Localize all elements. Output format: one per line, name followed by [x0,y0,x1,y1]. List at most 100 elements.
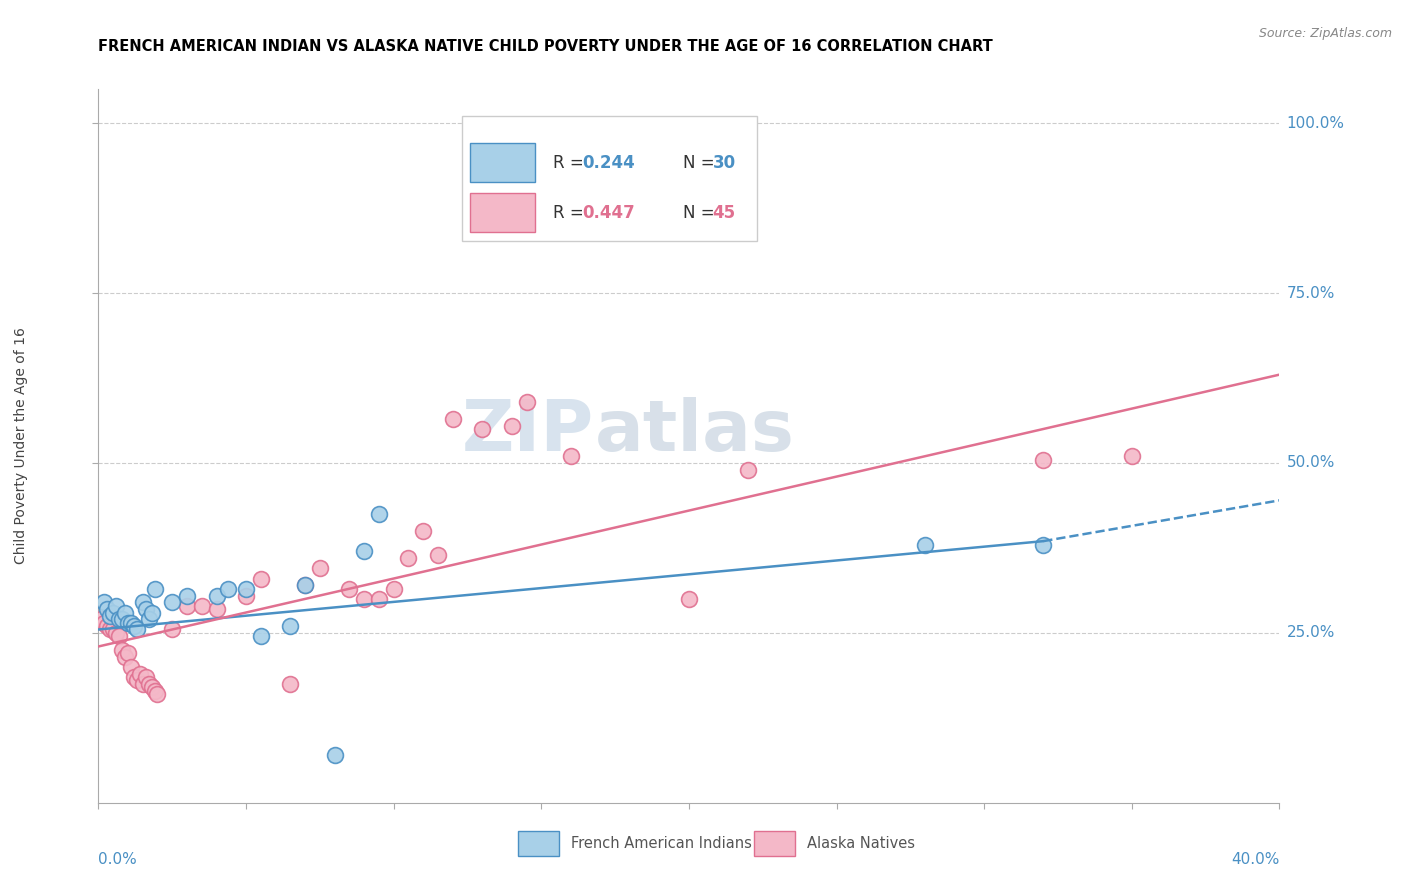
Text: 25.0%: 25.0% [1286,625,1334,640]
Point [353,544,375,558]
Text: N =: N = [683,153,720,171]
Point [176,599,198,613]
Text: FRENCH AMERICAN INDIAN VS ALASKA NATIVE CHILD POVERTY UNDER THE AGE OF 16 CORREL: FRENCH AMERICAN INDIAN VS ALASKA NATIVE … [98,38,993,54]
Point [396,551,419,566]
FancyBboxPatch shape [517,831,560,856]
Text: Alaska Natives: Alaska Natives [807,836,915,851]
FancyBboxPatch shape [471,143,536,182]
Point [205,602,228,616]
Text: 30: 30 [713,153,735,171]
Point [250,572,273,586]
Text: 100.0%: 100.0% [1286,116,1344,131]
Text: 0.0%: 0.0% [98,852,138,867]
Point [98,608,121,623]
Text: R =: R = [553,203,589,221]
Text: 75.0%: 75.0% [1286,285,1334,301]
Point [176,589,198,603]
Point [1032,537,1054,551]
Point [103,623,125,637]
Point [93,595,115,609]
Text: 0.447: 0.447 [582,203,636,221]
Point [143,582,166,596]
Point [135,602,157,616]
Point [678,591,700,606]
Text: French American Indians: French American Indians [571,836,752,851]
Point [132,595,155,609]
Point [111,643,134,657]
Point [103,606,125,620]
Point [138,677,160,691]
Point [1121,449,1143,463]
Point [120,615,142,630]
Point [217,582,239,596]
Point [125,673,148,688]
Point [515,394,537,409]
Point [114,649,136,664]
Point [122,670,145,684]
Point [105,626,128,640]
Point [294,578,316,592]
Point [737,463,759,477]
Text: 40.0%: 40.0% [1232,852,1279,867]
Point [205,589,228,603]
Point [471,422,494,436]
Point [138,612,160,626]
Point [146,687,169,701]
Point [278,619,302,633]
Point [114,606,136,620]
Point [98,623,121,637]
Point [441,412,464,426]
Point [412,524,434,538]
Point [105,599,128,613]
Text: atlas: atlas [595,397,794,467]
Point [90,612,112,626]
Point [235,589,257,603]
Point [132,677,155,691]
Point [294,578,316,592]
Point [368,507,391,521]
Text: Child Poverty Under the Age of 16: Child Poverty Under the Age of 16 [14,327,28,565]
Point [141,680,163,694]
Point [143,683,166,698]
Point [111,612,134,626]
FancyBboxPatch shape [754,831,796,856]
Point [235,582,257,596]
Point [125,623,148,637]
Text: 45: 45 [713,203,735,221]
Point [117,646,139,660]
Point [162,623,183,637]
Text: R =: R = [553,153,589,171]
Point [141,606,163,620]
Text: 50.0%: 50.0% [1286,456,1334,470]
Point [250,629,273,643]
Point [117,615,139,630]
Text: ZIP: ZIP [463,397,595,467]
Text: 0.244: 0.244 [582,153,636,171]
Point [323,748,346,763]
Point [120,660,142,674]
Point [108,612,131,626]
Point [560,449,582,463]
Point [278,677,302,691]
Point [353,591,375,606]
Point [382,582,405,596]
FancyBboxPatch shape [471,193,536,232]
Point [309,561,332,575]
Point [135,670,157,684]
Text: Source: ZipAtlas.com: Source: ZipAtlas.com [1258,27,1392,40]
Point [427,548,450,562]
Point [96,619,118,633]
Point [96,602,118,616]
FancyBboxPatch shape [463,116,758,241]
Point [914,537,936,551]
Point [128,666,150,681]
Point [93,615,115,630]
Point [191,599,214,613]
Point [1032,452,1054,467]
Point [337,582,360,596]
Point [108,629,131,643]
Point [501,418,523,433]
Point [162,595,183,609]
Text: N =: N = [683,203,720,221]
Point [368,591,391,606]
